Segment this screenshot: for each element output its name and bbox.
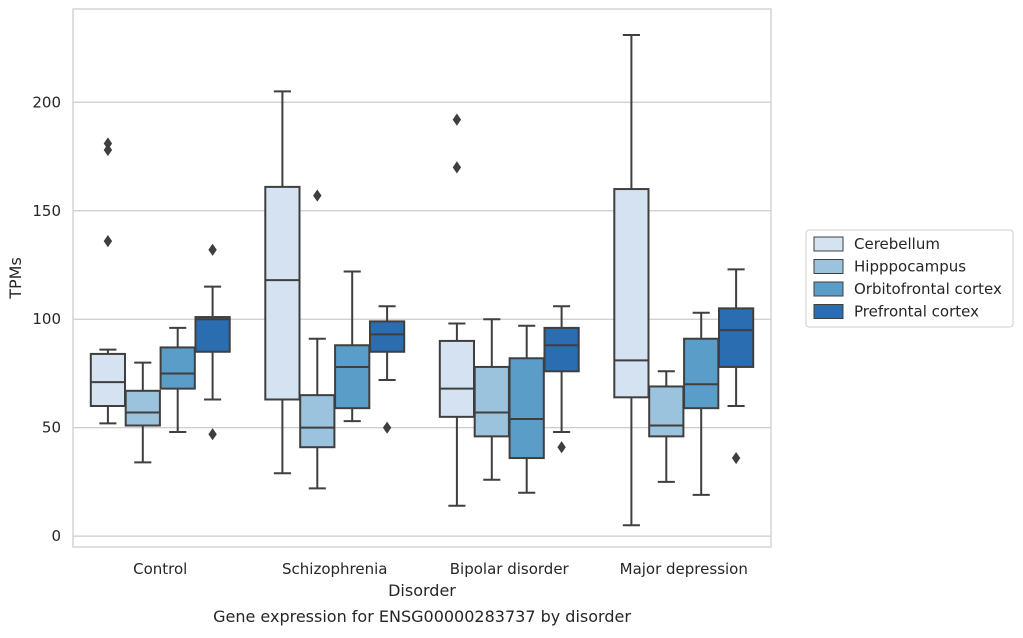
box-body — [717, 307, 755, 368]
outlier-point — [103, 235, 113, 248]
grid-lines — [73, 101, 771, 537]
outlier-point — [731, 451, 741, 465]
box-body — [508, 357, 545, 460]
x-tick-labels: Control Schizophrenia Bipolar disorder Majo… — [133, 560, 748, 578]
y-tick-label: 0 — [51, 527, 61, 545]
box-hipppocampus — [473, 318, 510, 481]
legend-label: Orbitofrontal cortex — [854, 280, 1002, 298]
box-orbitofrontal-cortex — [159, 326, 196, 434]
box-body — [543, 326, 580, 373]
legend: Cerebellum Hipppocampus Orbitofrontal cort… — [805, 229, 1014, 328]
box-prefrontal-cortex — [194, 243, 231, 441]
outlier-point — [208, 243, 217, 256]
box-cerebellum — [613, 34, 650, 527]
legend-frame — [805, 229, 1014, 328]
box-hipppocampus — [299, 189, 336, 490]
x-tick-label: Schizophrenia — [282, 560, 387, 578]
box-cerebellum — [264, 90, 301, 475]
plot-background — [73, 9, 771, 547]
box-orbitofrontal-cortex — [508, 324, 545, 494]
outlier-point — [313, 189, 322, 202]
box-body — [438, 339, 476, 418]
box-body — [473, 365, 510, 438]
legend-swatch — [813, 259, 844, 274]
box-body — [334, 344, 371, 410]
x-tick-label: Bipolar disorder — [450, 560, 570, 578]
box-body — [683, 337, 720, 410]
box-body — [89, 352, 127, 407]
box-body — [159, 346, 196, 390]
box-body — [613, 188, 650, 399]
legend-label: Cerebellum — [854, 235, 940, 253]
x-tick-label: Major depression — [620, 560, 748, 578]
legend-label: Hipppocampus — [854, 258, 966, 276]
box-cerebellum — [89, 137, 127, 425]
outlier-point — [557, 441, 566, 454]
y-tick-labels: 0 50 100 150 200 — [32, 93, 61, 545]
x-tick-label: Control — [133, 560, 187, 578]
box-body — [194, 316, 231, 353]
legend-swatch — [813, 236, 844, 252]
legend-label: Prefrontal cortex — [854, 303, 979, 321]
chart-caption: Gene expression for ENSG00000283737 by d… — [213, 607, 631, 626]
outlier-point — [208, 428, 217, 441]
box-cerebellum — [438, 113, 476, 507]
box-body — [264, 185, 301, 401]
y-tick-label: 100 — [32, 310, 61, 328]
y-axis-title: TPMs — [6, 257, 25, 300]
y-tick-label: 150 — [32, 202, 61, 220]
legend-swatch — [813, 281, 844, 297]
box-body — [124, 389, 161, 427]
box-prefrontal-cortex — [543, 305, 580, 454]
box-orbitofrontal-cortex — [683, 311, 720, 496]
outlier-point — [103, 143, 113, 157]
box-body — [299, 394, 336, 449]
box-orbitofrontal-cortex — [334, 270, 371, 423]
outlier-point — [452, 161, 462, 174]
y-tick-label: 200 — [32, 93, 61, 111]
plot-frame — [72, 8, 772, 548]
box-prefrontal-cortex — [368, 305, 406, 434]
outlier-point — [382, 421, 392, 434]
x-axis-title: Disorder — [388, 581, 456, 600]
box-body — [648, 385, 685, 438]
box-hipppocampus — [648, 370, 685, 483]
y-tick-label: 50 — [42, 419, 61, 437]
legend-swatch — [813, 304, 844, 319]
boxes — [89, 34, 755, 527]
outlier-point — [452, 113, 462, 126]
box-body — [368, 320, 406, 353]
box-prefrontal-cortex — [717, 268, 755, 465]
box-hipppocampus — [124, 361, 161, 464]
